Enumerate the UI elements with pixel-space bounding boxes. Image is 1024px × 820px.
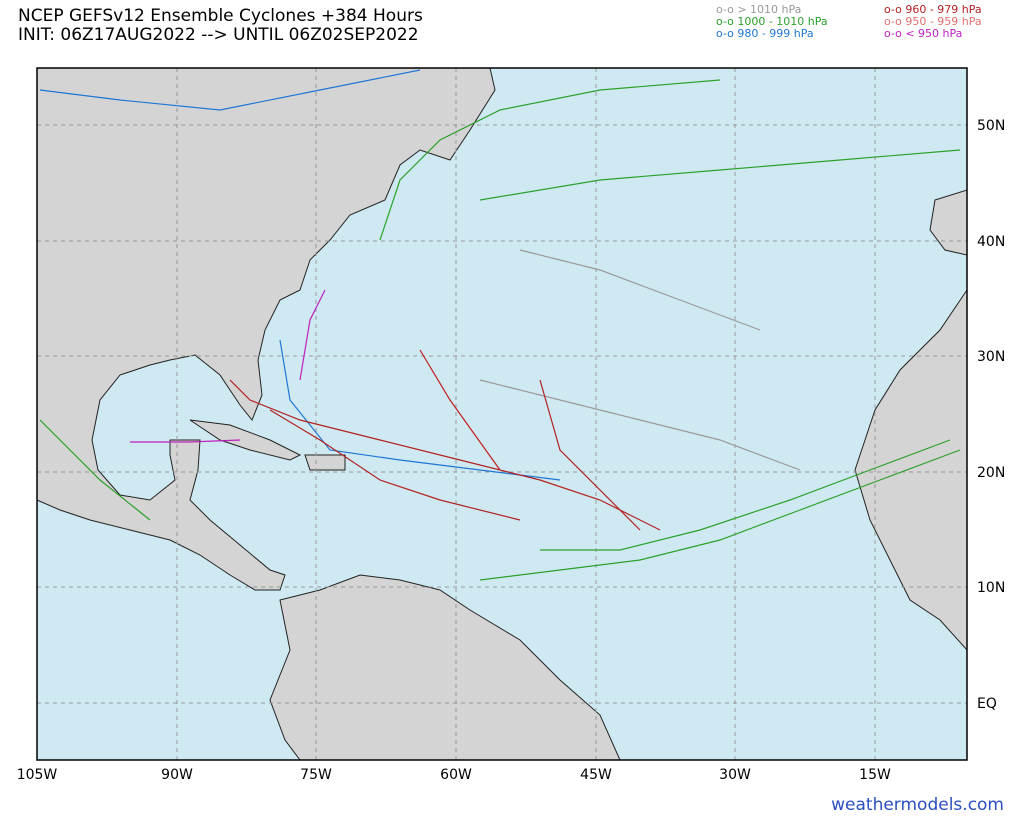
- lon-label: 60W: [440, 767, 472, 783]
- track: [299, 289, 326, 381]
- track: [479, 379, 801, 471]
- lon-label: 105W: [17, 767, 58, 783]
- track: [269, 409, 521, 521]
- north-america: [36, 67, 496, 591]
- hispaniola: [304, 454, 346, 471]
- lat-label: 40N: [977, 234, 1005, 250]
- south-america: [269, 574, 621, 761]
- subtitle: INIT: 06Z17AUG2022 --> UNTIL 06Z02SEP202…: [18, 25, 419, 45]
- tracks: [39, 69, 961, 581]
- track: [419, 349, 501, 471]
- track: [519, 249, 761, 331]
- track: [539, 379, 641, 531]
- legend-item: o-o 950 - 959 hPa: [884, 15, 982, 28]
- legend-item: o-o 980 - 999 hPa: [716, 27, 814, 40]
- legend: o-o > 1010 hPa o-o 1000 - 1010 hPa o-o 9…: [716, 3, 982, 40]
- lon-label: 30W: [719, 767, 751, 783]
- track: [39, 69, 421, 111]
- grid: [37, 68, 967, 760]
- map: [36, 67, 968, 761]
- legend-item: o-o > 1010 hPa: [716, 3, 801, 16]
- legend-item: o-o 960 - 979 hPa: [884, 3, 982, 16]
- lat-label: 50N: [977, 118, 1005, 134]
- track: [279, 339, 561, 481]
- lon-label: 90W: [161, 767, 193, 783]
- lon-label: 45W: [580, 767, 612, 783]
- track: [229, 379, 661, 531]
- title: NCEP GEFSv12 Ensemble Cyclones +384 Hour…: [18, 6, 423, 26]
- africa: [854, 288, 968, 652]
- axis-labels: 105W 90W 75W 60W 45W 30W 15W 50N 40N 30N…: [17, 118, 1006, 783]
- lat-label: EQ: [977, 696, 997, 712]
- track: [39, 419, 151, 521]
- lat-label: 10N: [977, 580, 1005, 596]
- lon-label: 75W: [300, 767, 332, 783]
- credit: weathermodels.com: [831, 795, 1004, 815]
- iberia: [929, 189, 968, 256]
- track: [379, 79, 721, 241]
- lon-label: 15W: [859, 767, 891, 783]
- cuba: [189, 419, 302, 461]
- track: [479, 149, 961, 201]
- map-frame: [36, 67, 968, 761]
- track: [130, 439, 241, 443]
- lat-label: 20N: [977, 465, 1005, 481]
- lat-label: 30N: [977, 349, 1005, 365]
- legend-item: o-o 1000 - 1010 hPa: [716, 15, 828, 28]
- track: [479, 449, 961, 581]
- legend-item: o-o < 950 hPa: [884, 27, 962, 40]
- track: [540, 439, 951, 551]
